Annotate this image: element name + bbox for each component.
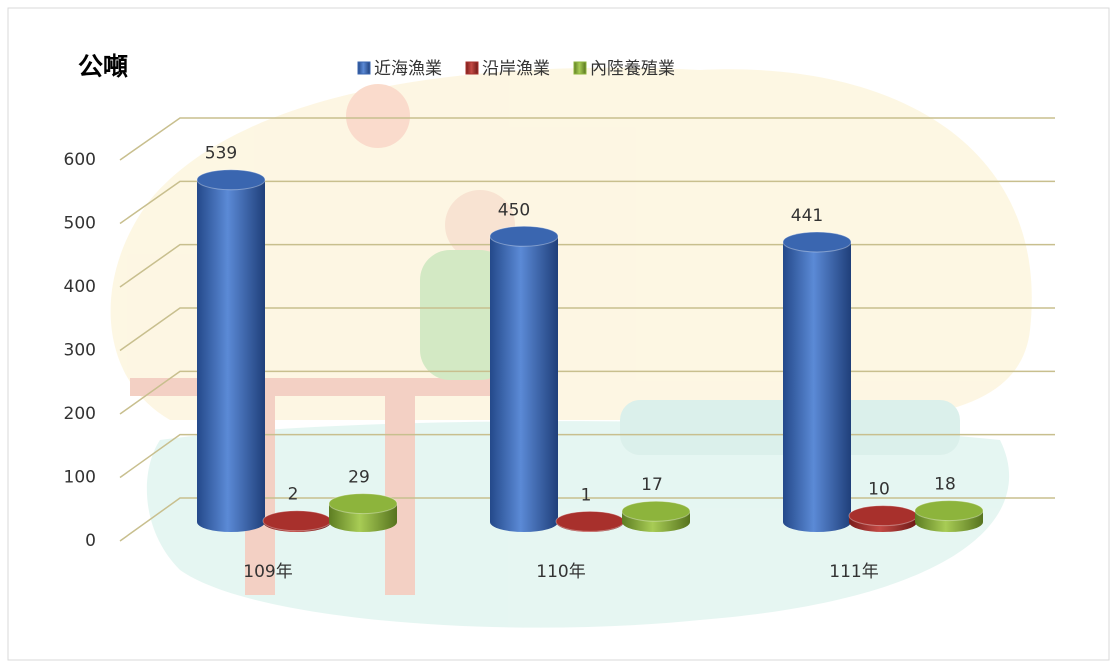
grid-line [119, 433, 1055, 479]
grid: 0 100 200 300 400 500 600 [64, 117, 1055, 551]
grid-line [119, 117, 1055, 161]
bar [914, 500, 984, 532]
data-label: 18 [934, 475, 956, 495]
bar-top [262, 510, 332, 532]
legend-label: 沿岸漁業 [482, 59, 550, 79]
bar-body [197, 179, 265, 533]
bar [555, 510, 625, 532]
bar-top [555, 510, 625, 532]
legend-label: 內陸養殖業 [590, 59, 675, 79]
grid-line [119, 497, 1055, 542]
bar-top [489, 225, 559, 247]
unit-label: 公噸 [78, 52, 128, 81]
y-tick-label: 200 [64, 404, 96, 424]
x-tick-label: 110年 [536, 562, 585, 582]
bar-body [783, 241, 851, 532]
bar-body [490, 236, 558, 532]
bar [196, 169, 266, 533]
bar-top [196, 169, 266, 191]
x-tick-label: 109年 [243, 562, 292, 582]
bar [621, 500, 691, 532]
y-tick-label: 500 [64, 214, 96, 234]
data-label: 441 [791, 206, 823, 226]
bars: 109年 539 2 29 110年 450 1 17 111年 441 10 18 [196, 144, 984, 582]
data-label: 10 [868, 480, 890, 500]
legend: 近海漁業 沿岸漁業 內陸養殖業 [357, 59, 675, 79]
y-tick-label: 300 [64, 341, 96, 361]
y-tick-label: 100 [64, 468, 96, 488]
data-label: 539 [205, 144, 237, 164]
grid-line [119, 243, 1055, 288]
legend-label: 近海漁業 [374, 59, 442, 79]
legend-swatch [357, 61, 371, 75]
y-tick-label: 600 [64, 150, 96, 170]
y-tick-label: 400 [64, 277, 96, 297]
bar-top [782, 231, 852, 253]
bar-top [328, 493, 398, 515]
bar [262, 510, 332, 532]
grid-line [119, 370, 1055, 415]
data-label: 1 [581, 485, 592, 505]
data-label: 17 [641, 475, 663, 495]
legend-swatch [465, 61, 479, 75]
bar [489, 225, 559, 532]
data-label: 450 [498, 200, 530, 220]
bar-top [848, 505, 918, 527]
bar-top [914, 500, 984, 522]
bar-top [621, 500, 691, 522]
bar [328, 493, 398, 532]
grid-line [119, 307, 1055, 352]
bar [848, 505, 918, 532]
data-label: 2 [288, 485, 299, 505]
y-tick-label: 0 [85, 531, 96, 551]
legend-swatch [573, 61, 587, 75]
x-tick-label: 111年 [829, 562, 878, 582]
grid-line [119, 180, 1055, 225]
data-label: 29 [348, 468, 370, 488]
bar [782, 231, 852, 532]
